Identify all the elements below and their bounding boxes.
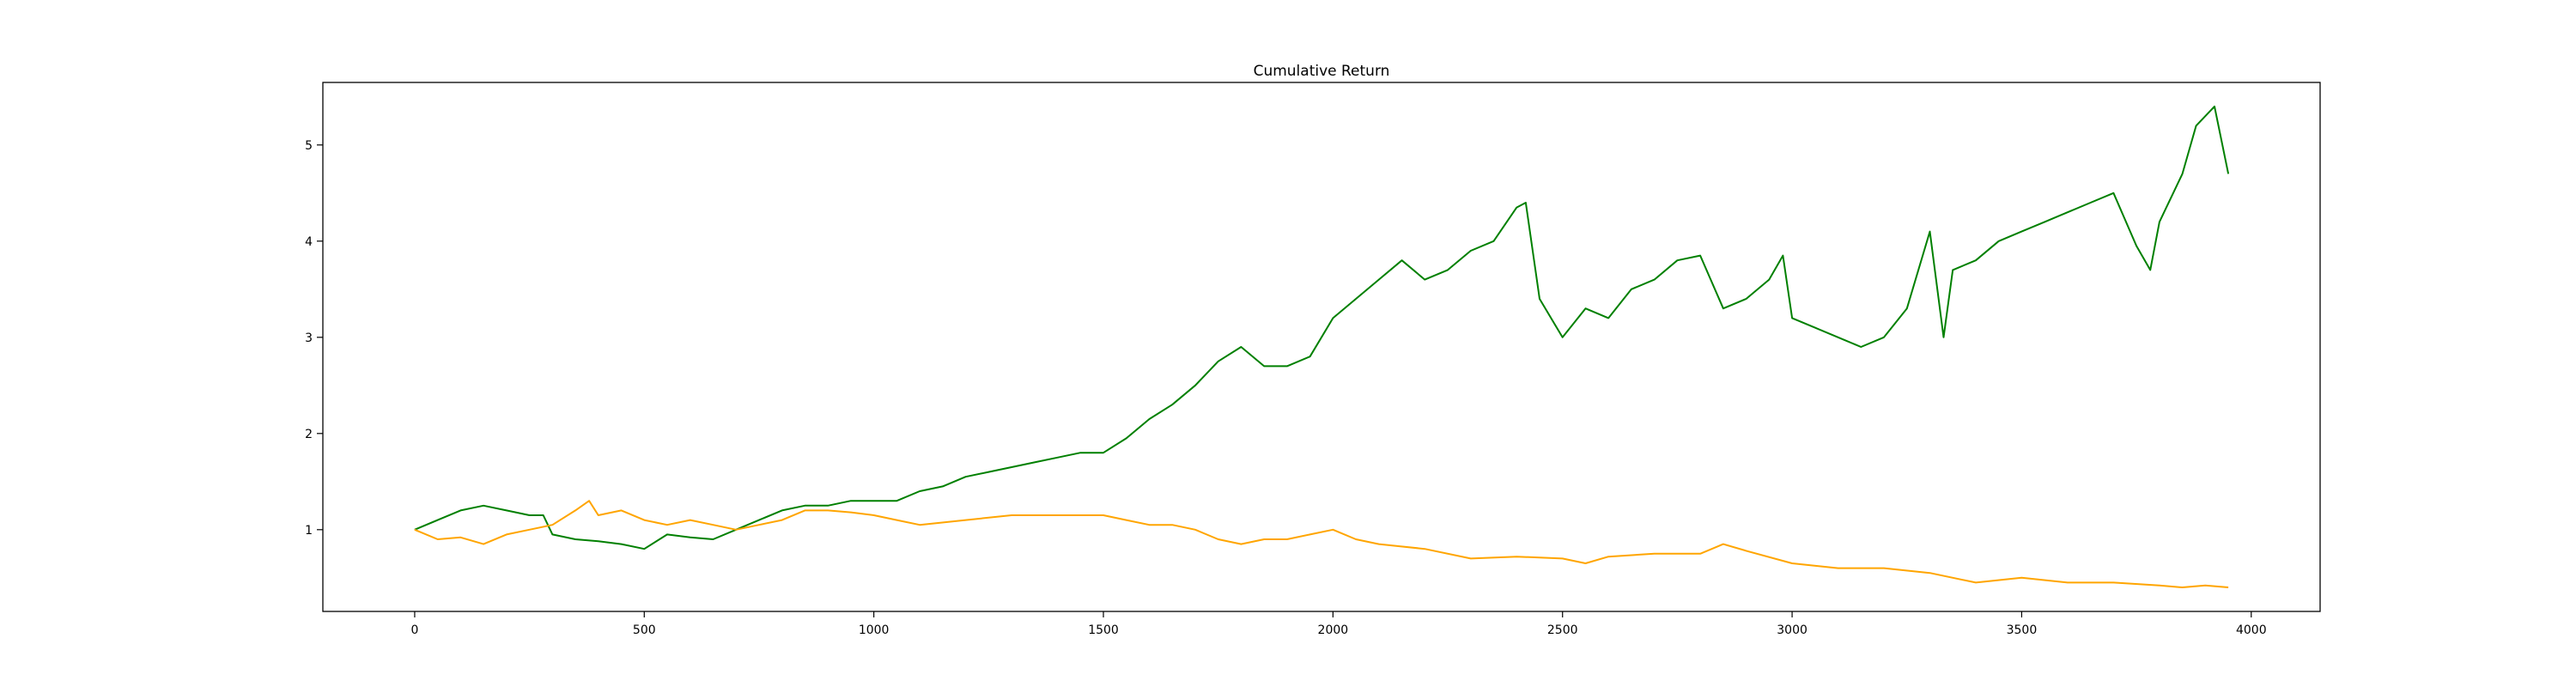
series-line-1 xyxy=(414,106,2230,550)
x-tick-label: 3500 xyxy=(2007,623,2038,637)
y-tick-label: 3 xyxy=(305,331,313,345)
series-line-2 xyxy=(414,500,2229,588)
plot-frame xyxy=(322,82,2321,612)
y-tick-label: 1 xyxy=(305,524,313,538)
x-tick-label: 3000 xyxy=(1777,623,1807,637)
x-tick-label: 0 xyxy=(410,623,418,637)
x-tick-label: 2000 xyxy=(1318,623,1349,637)
x-tick-label: 1000 xyxy=(859,623,890,637)
chart-title: Cumulative Return xyxy=(1254,63,1390,80)
x-tick-label: 2500 xyxy=(1547,623,1578,637)
y-tick-label: 4 xyxy=(305,235,313,249)
x-tick-label: 500 xyxy=(633,623,656,637)
x-tick-label: 1500 xyxy=(1088,623,1119,637)
x-tick-label: 4000 xyxy=(2236,623,2267,637)
y-tick-label: 5 xyxy=(305,139,313,153)
y-axis: 1 2 3 4 5 xyxy=(305,139,323,538)
series-layer xyxy=(414,106,2230,588)
y-tick-label: 2 xyxy=(305,428,313,441)
x-axis: 0 500 1000 1500 2000 2500 3000 3500 4000 xyxy=(410,611,2267,637)
